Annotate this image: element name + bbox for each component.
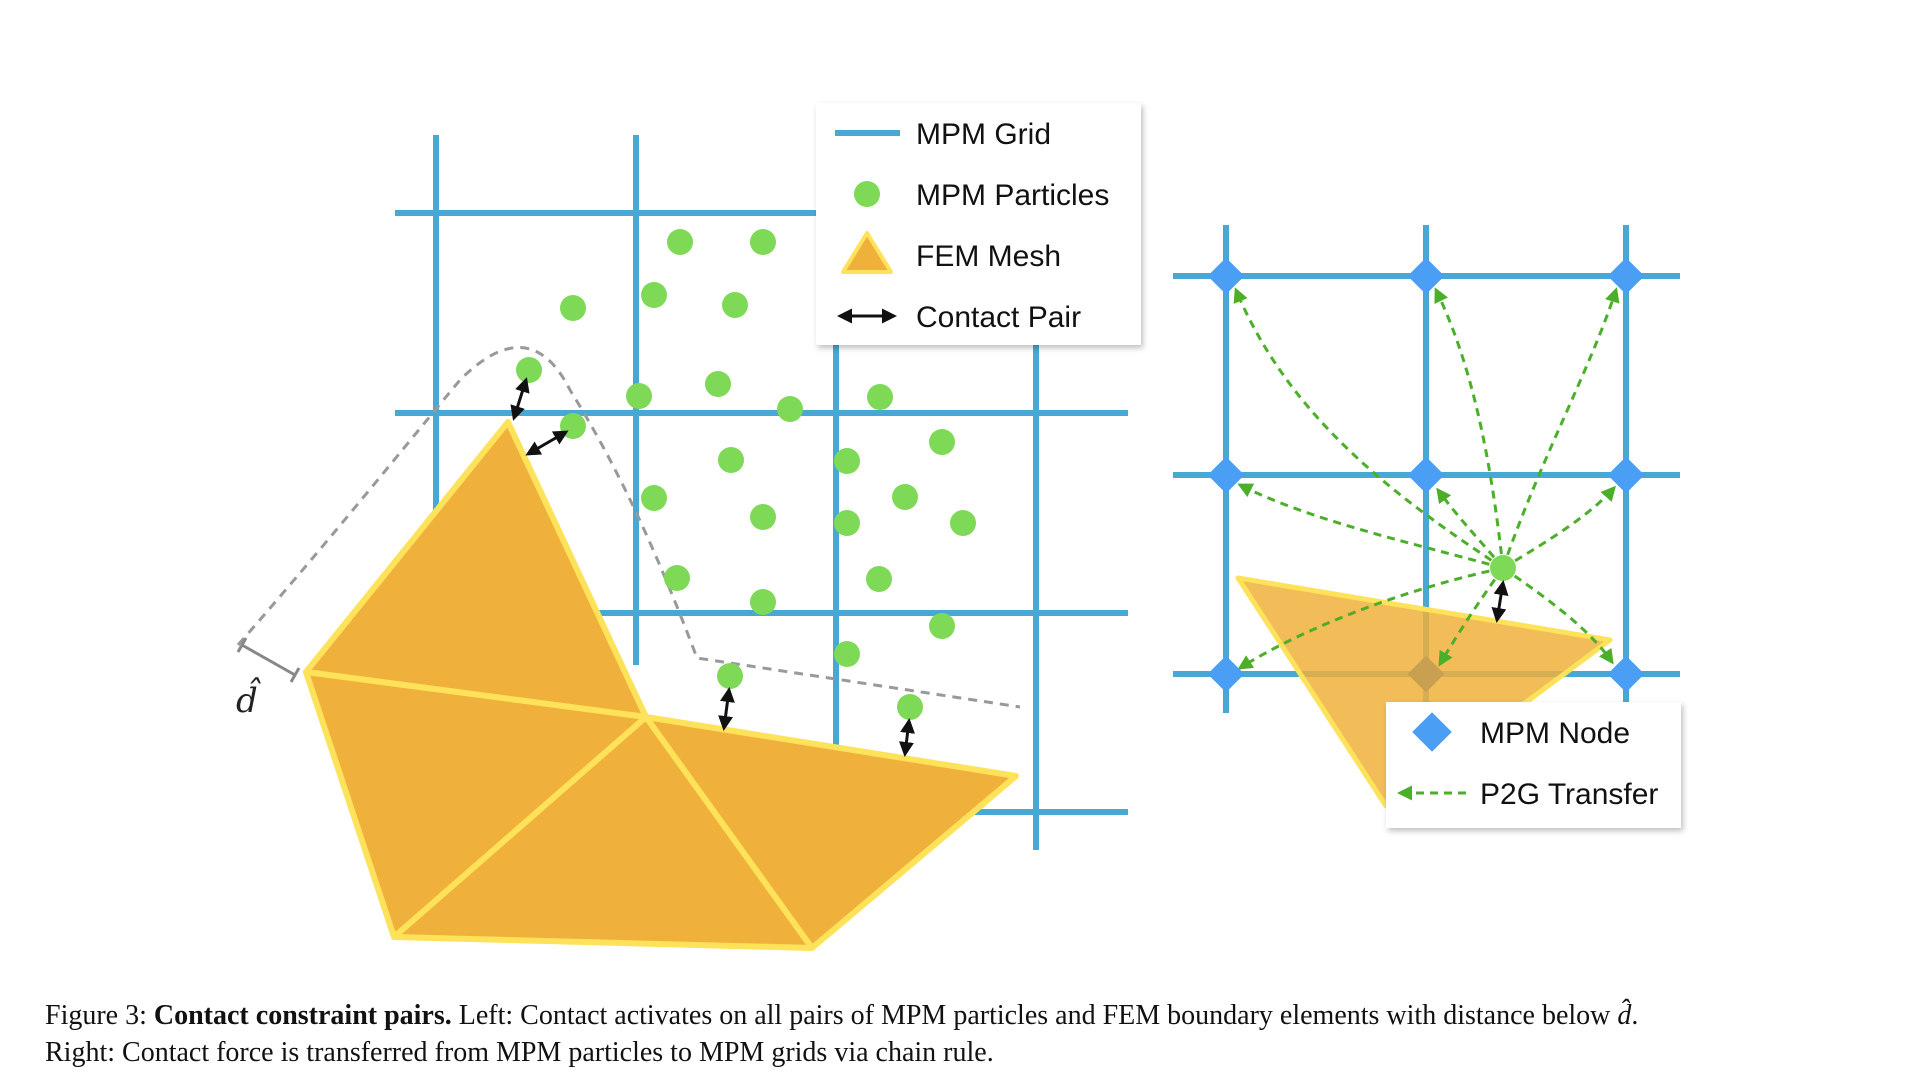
- particle: [560, 295, 586, 321]
- mpm-node: [1607, 456, 1645, 494]
- node-legend-swatch: [1412, 712, 1452, 752]
- p2g-arrow: [1502, 566, 1614, 665]
- particle: [667, 229, 693, 255]
- mpm-nodes: [1207, 257, 1645, 693]
- contact-pair-arrow: [1491, 580, 1509, 623]
- legend-particles-label: MPM Particles: [916, 179, 1109, 212]
- particle: [866, 566, 892, 592]
- distance-symbol-label: d̂: [236, 678, 261, 721]
- particle: [560, 413, 586, 439]
- mesh-legend-swatch: [841, 231, 893, 274]
- legend-grid-label: MPM Grid: [916, 118, 1051, 151]
- caption-line2: Right: Contact force is transferred from…: [45, 1037, 994, 1068]
- distance-bracket: [236, 637, 301, 683]
- caption-text: Left: Contact activates on all pairs of …: [458, 1000, 1611, 1031]
- legend-left: MPM Grid MPM Particles FEM Mesh Contact …: [816, 103, 1141, 345]
- figure-canvas: d̂: [236, 103, 1681, 951]
- particle: [750, 504, 776, 530]
- particle: [897, 694, 923, 720]
- p2g-arrow: [1501, 287, 1620, 569]
- legend-box: [816, 103, 1141, 345]
- particle: [664, 565, 690, 591]
- particle-legend-swatch: [854, 181, 880, 207]
- p2g-arrow: [1436, 487, 1505, 569]
- p2g-arrow: [1237, 566, 1504, 670]
- particle: [867, 384, 893, 410]
- contact-pair-arrow: [718, 687, 735, 731]
- mpm-node: [1407, 456, 1445, 494]
- fem-mesh: [303, 419, 1019, 951]
- p2g-arrow: [1237, 483, 1504, 570]
- mpm-node: [1407, 655, 1445, 693]
- particle: [626, 383, 652, 409]
- legend-contact-label: Contact Pair: [916, 301, 1081, 334]
- mpm-node: [1607, 655, 1645, 693]
- legend-mesh-label: FEM Mesh: [916, 240, 1061, 273]
- p2g-arrow: [1502, 485, 1616, 570]
- particle: [718, 447, 744, 473]
- particle: [717, 663, 743, 689]
- contact-pair-arrow: [525, 430, 569, 456]
- caption-prefix: Figure 3:: [45, 1000, 147, 1031]
- particle: [929, 429, 955, 455]
- p2g-arrow: [1434, 287, 1505, 569]
- p2g-transfers: [1233, 287, 1620, 670]
- mpm-node: [1207, 456, 1245, 494]
- particle: [777, 396, 803, 422]
- figure-caption: Figure 3: Contact constraint pairs. Left…: [45, 1000, 1639, 1068]
- legend-right: MPM Node P2G Transfer: [1386, 702, 1681, 828]
- particle: [722, 292, 748, 318]
- mesh-triangle: [643, 714, 1019, 951]
- legend-transfer-label: P2G Transfer: [1480, 778, 1658, 811]
- contact-distance-boundary: [236, 346, 1021, 709]
- particle: [892, 484, 918, 510]
- particle: [834, 510, 860, 536]
- contact-pairs: [510, 377, 916, 757]
- mpm-node: [1207, 257, 1245, 295]
- particle: [929, 613, 955, 639]
- p2g-arrow: [1438, 567, 1505, 667]
- particle: [641, 282, 667, 308]
- mpm-node: [1407, 257, 1445, 295]
- caption-symbol: d̂: [1617, 1000, 1632, 1031]
- particle: [834, 448, 860, 474]
- particle: [750, 589, 776, 615]
- particle: [641, 485, 667, 511]
- particle: [834, 641, 860, 667]
- particle: [705, 371, 731, 397]
- mpm-node: [1207, 655, 1245, 693]
- p2g-arrow: [1233, 287, 1504, 570]
- legend-node-label: MPM Node: [1480, 717, 1630, 750]
- caption-title: Contact constraint pairs.: [153, 1000, 452, 1031]
- particle: [950, 510, 976, 536]
- particle: [750, 229, 776, 255]
- mesh-triangle: [303, 419, 649, 720]
- contact-pair-arrow: [510, 377, 530, 421]
- contact-pair-arrow: [898, 718, 916, 757]
- mpm-particle: [1490, 555, 1516, 581]
- mpm-node: [1607, 257, 1645, 295]
- mpm-particles: [516, 229, 976, 720]
- particle: [516, 357, 542, 383]
